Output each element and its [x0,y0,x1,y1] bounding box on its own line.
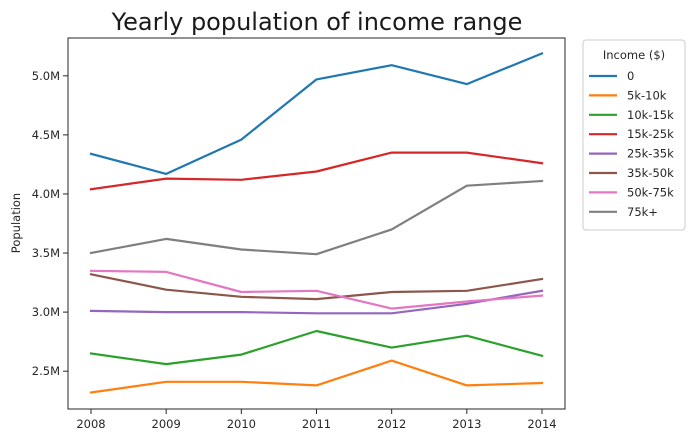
y-tick-label: 4.5M [32,128,60,142]
x-tick-label: 2009 [152,417,181,431]
legend-title: Income ($) [603,48,665,62]
series-line-2 [89,329,544,366]
x-axis: 2008 2009 2010 2011 2012 2013 2014 [76,409,557,431]
plot-border [67,37,566,410]
chart-title: Yearly population of income range [111,8,523,36]
x-tick-label: 2013 [452,417,481,431]
y-axis: 2.5M 3.0M 3.5M 4.0M 4.5M 5.0M [32,69,68,378]
legend-entry-label: 5k-10k [627,88,667,102]
y-tick-label: 2.5M [32,364,60,378]
y-tick-label: 3.0M [32,305,60,319]
series-line-1 [89,359,544,394]
legend: Income ($) 0 5k-10k 10k-15k 15k-25k 25k-35k 3… [582,39,686,231]
x-tick-label: 2010 [227,417,256,431]
x-tick-label: 2012 [377,417,406,431]
x-tick-label: 2014 [527,417,556,431]
legend-entry-label: 15k-25k [627,127,674,141]
x-tick-label: 2008 [76,417,105,431]
y-tick-label: 5.0M [32,69,60,83]
series-lines [89,51,544,394]
legend-entry-label: 0 [627,69,634,83]
legend-entry-label: 10k-15k [627,108,674,122]
y-tick-label: 3.5M [32,246,60,260]
series-line-3 [89,151,544,191]
y-axis-label: Population [9,193,23,253]
legend-entry-label: 35k-50k [627,166,674,180]
series-line-0 [89,51,544,175]
legend-entry-label: 50k-75k [627,185,674,199]
series-line-7 [89,179,544,256]
series-line-6 [89,269,544,310]
legend-frame [582,39,686,231]
series-line-4 [89,289,544,315]
x-tick-label: 2011 [302,417,331,431]
legend-entries: 0 5k-10k 10k-15k 15k-25k 25k-35k 35k-50k 50k-7… [589,69,674,219]
y-tick-label: 4.0M [32,187,60,201]
plot-area [67,37,566,410]
legend-entry-label: 25k-35k [627,147,674,161]
series-line-5 [89,273,544,301]
legend-entry-label: 75k+ [627,205,658,219]
